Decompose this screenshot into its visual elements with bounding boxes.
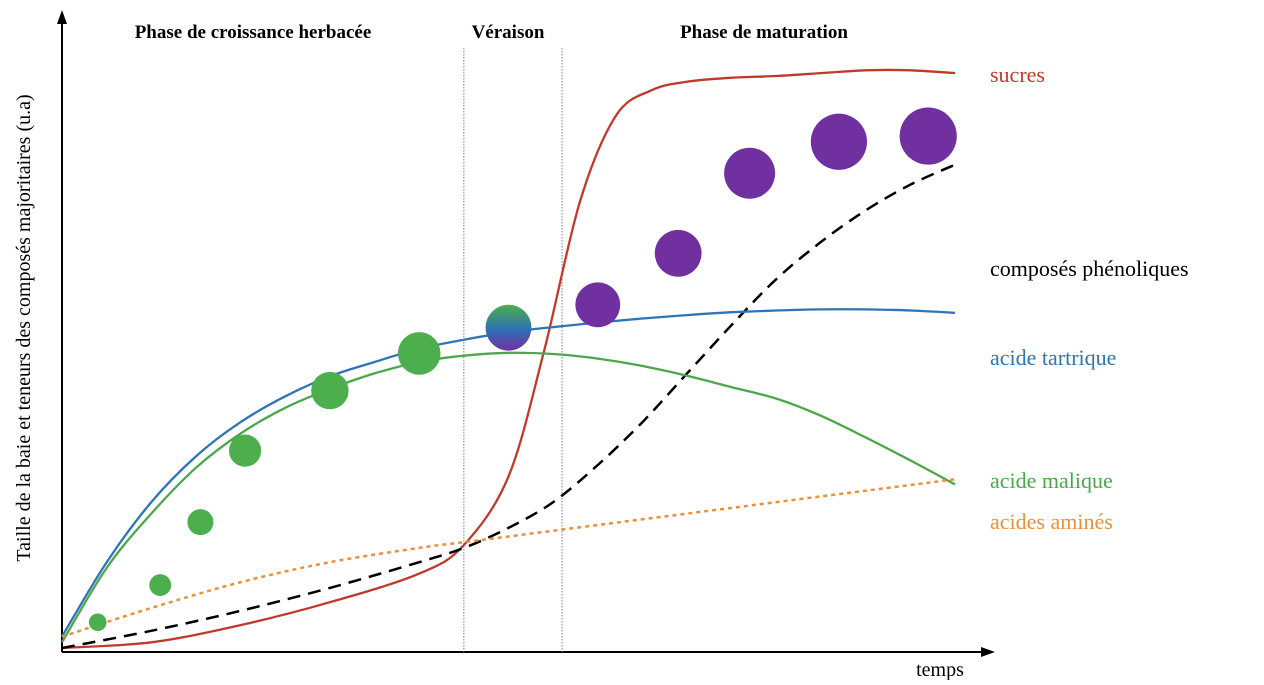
berry-marker-10 [810,113,868,170]
berry-layer [88,107,957,632]
series-line-acide-malique [61,351,956,643]
berry-marker-6 [485,304,532,351]
berry-marker-0 [88,613,107,632]
phase-label-veraison: Véraison [472,22,545,43]
series-line-sucres [61,68,956,650]
berry-marker-9 [724,147,776,199]
phase-label-herbacee: Phase de croissance herbacée [135,22,372,43]
berry-marker-1 [149,574,172,596]
series-label-sucres: sucres [990,62,1045,87]
berry-marker-2 [187,509,214,536]
berry-marker-7 [575,282,621,328]
x-axis-arrow-icon [981,647,995,657]
x-axis-title: temps [916,659,964,680]
berry-marker-4 [311,371,349,410]
series-label-acide-malique: acide malique [990,468,1113,493]
y-axis-arrow-icon [57,10,67,24]
berry-marker-3 [228,434,262,467]
y-axis-title: Taille de la baie et teneurs des composé… [13,94,35,561]
phase-label-maturation: Phase de maturation [680,22,848,43]
series-line-composes-phenoliques [61,163,956,650]
series-label-acide-tartrique: acide tartrique [990,345,1116,370]
series-label-composes-phenoliques: composés phénoliques [990,256,1189,281]
series-line-acides-amines [61,478,956,638]
berry-marker-5 [397,332,441,375]
series-label-acides-amines: acides aminés [990,509,1113,534]
berry-marker-11 [899,107,957,165]
berry-marker-8 [654,229,702,277]
series-line-acide-tartrique [61,308,956,638]
